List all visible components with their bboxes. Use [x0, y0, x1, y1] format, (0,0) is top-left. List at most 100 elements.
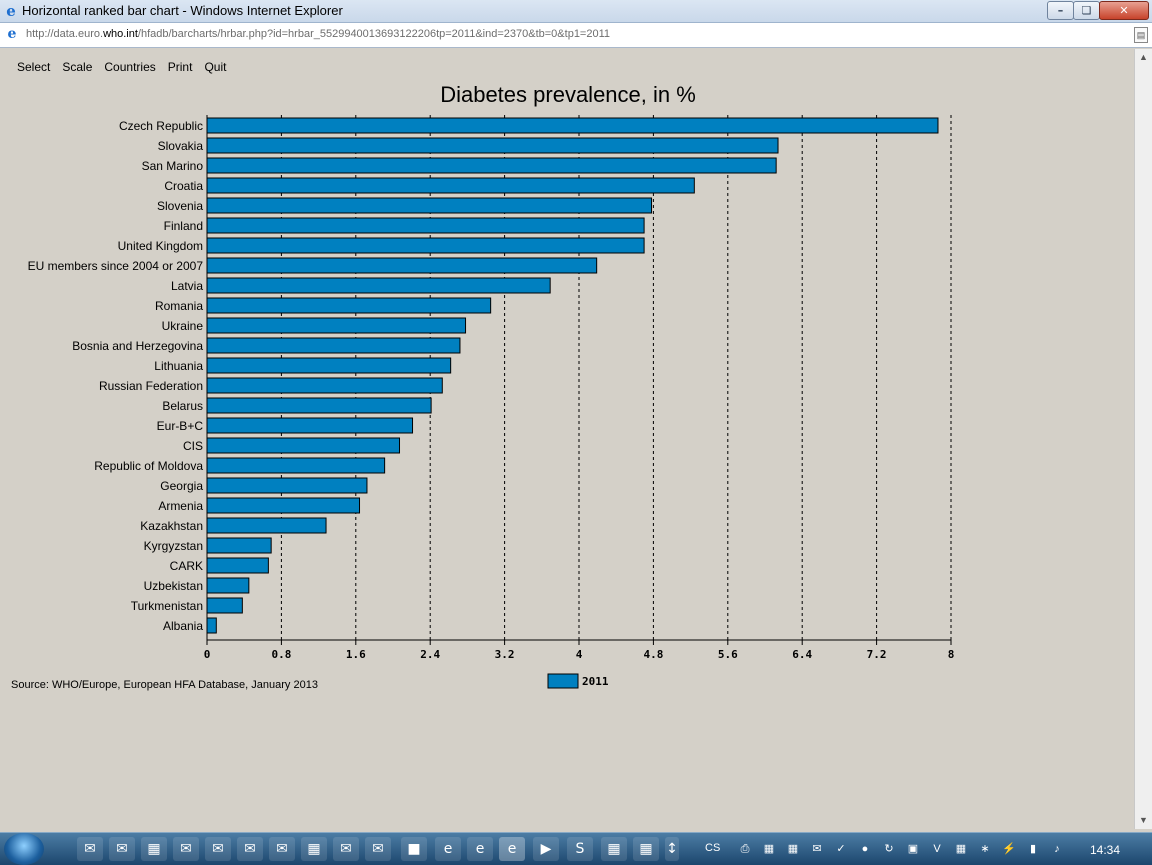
window-title: Horizontal ranked bar chart - Windows In… [22, 3, 343, 18]
signal-icon[interactable]: ▮ [1029, 843, 1037, 855]
scroll-down-arrow-icon[interactable]: ▼ [1139, 815, 1148, 825]
category-label: Czech Republic [119, 119, 203, 133]
internet-explorer-icon[interactable]: e [435, 837, 461, 861]
mail-icon[interactable]: ✉ [812, 843, 822, 855]
category-label: Uzbekistan [144, 579, 203, 593]
taskbar: ✉ ✉ ▦ ✉ ✉ ✉ ✉ ▦ ✉ ✉ ■ e e e ▶ S ▦ ▦ ↕ CS… [0, 832, 1152, 865]
bar [206, 357, 452, 374]
mail-icon[interactable]: ✉ [173, 837, 199, 861]
x-tick-label: 2.4 [420, 648, 440, 661]
volume-icon[interactable]: ♪ [1054, 843, 1060, 855]
category-label: Albania [163, 619, 203, 633]
start-button[interactable] [4, 833, 44, 865]
x-tick-label: 6.4 [792, 648, 812, 661]
bar [206, 297, 492, 314]
page-icon[interactable]: ▤ [1134, 27, 1148, 43]
category-label: Bosnia and Herzegovina [72, 339, 203, 353]
category-label: Eur-B+C [157, 419, 204, 433]
bar [206, 117, 939, 134]
taskbar-scroll-icon[interactable]: ↕ [665, 837, 679, 861]
menu-item-select[interactable]: Select [17, 60, 51, 74]
category-label: Kyrgyzstan [144, 539, 203, 553]
category-label: Republic of Moldova [94, 459, 203, 473]
category-label: Slovenia [157, 199, 203, 213]
tray-app-icon[interactable]: ▦ [787, 843, 799, 855]
menu-item-quit[interactable]: Quit [204, 60, 227, 74]
calendar-icon[interactable]: ▦ [301, 837, 327, 861]
mail-icon[interactable]: ✉ [237, 837, 263, 861]
category-label: Georgia [160, 479, 203, 493]
category-label: CIS [183, 439, 203, 453]
bar [206, 217, 645, 234]
category-label: Ukraine [162, 319, 204, 333]
internet-explorer-icon[interactable]: e [467, 837, 493, 861]
bar [206, 577, 250, 594]
window-title-bar[interactable]: e Horizontal ranked bar chart - Windows … [0, 0, 1152, 23]
media-player-icon[interactable]: ▶ [533, 837, 559, 861]
close-button[interactable]: ✕ [1099, 1, 1149, 20]
bar [206, 557, 269, 574]
category-label: CARK [170, 559, 203, 573]
url-text[interactable]: http://data.euro.who.int/hfadb/barcharts… [26, 28, 611, 40]
category-label: Finland [164, 219, 203, 233]
network-icon[interactable]: ▦ [141, 837, 167, 861]
category-label: Armenia [158, 499, 203, 513]
folder-icon[interactable]: ■ [401, 837, 427, 861]
bar [206, 457, 386, 474]
category-label: Russian Federation [99, 379, 203, 393]
mail-icon[interactable]: ✉ [205, 837, 231, 861]
check-icon[interactable]: ✓ [836, 843, 846, 855]
x-tick-label: 8 [948, 648, 955, 661]
antivirus-icon[interactable]: V [933, 843, 941, 855]
bar [206, 337, 461, 354]
internet-explorer-icon: e [6, 2, 16, 20]
tray-app-icon[interactable]: ▦ [955, 843, 967, 855]
bar [206, 237, 645, 254]
mail-icon[interactable]: ✉ [333, 837, 359, 861]
category-label: Romania [155, 299, 203, 313]
chart-menu: Select Scale Countries Print Quit [17, 60, 238, 74]
pdf-icon[interactable]: ▦ [633, 837, 659, 861]
clock[interactable]: 14:34 [1090, 843, 1121, 857]
bar [206, 617, 217, 634]
menu-item-countries[interactable]: Countries [104, 60, 156, 74]
bar [206, 437, 401, 454]
bar [206, 197, 653, 214]
scroll-up-arrow-icon[interactable]: ▲ [1139, 52, 1148, 62]
bar [206, 317, 467, 334]
bar-chart: Czech Republic Slovakia San Marino Croatia S… [28, 115, 955, 689]
x-tick-label: 4.8 [643, 648, 663, 661]
printer-icon[interactable]: ⎙ [740, 843, 750, 855]
category-label: Belarus [162, 399, 203, 413]
bluetooth-icon[interactable]: ∗ [980, 843, 990, 855]
menu-item-scale[interactable]: Scale [62, 60, 93, 74]
bar [206, 397, 432, 414]
address-bar[interactable]: e http://data.euro.who.int/hfadb/barchar… [0, 23, 1152, 48]
menu-item-print[interactable]: Print [167, 60, 193, 74]
bar [206, 497, 361, 514]
bar [206, 517, 327, 534]
power-icon[interactable]: ⚡ [1002, 843, 1016, 855]
bar [206, 257, 598, 274]
language-indicator[interactable]: CS [705, 842, 721, 854]
category-label: Slovakia [158, 139, 204, 153]
bar [206, 177, 695, 194]
category-label: Turkmenistan [131, 599, 203, 613]
mail-icon[interactable]: ✉ [109, 837, 135, 861]
tray-app-icon[interactable]: ▦ [763, 843, 775, 855]
skype-icon[interactable]: S [567, 837, 593, 861]
mail-icon[interactable]: ✉ [365, 837, 391, 861]
x-tick-label: 4 [576, 648, 583, 661]
maximize-button[interactable]: ❏ [1073, 1, 1100, 20]
chart-title: Diabetes prevalence, in % [440, 82, 696, 107]
monitor-icon[interactable]: ▣ [907, 843, 919, 855]
category-label: Latvia [171, 279, 203, 293]
internet-explorer-icon[interactable]: e [499, 837, 525, 861]
sync-icon[interactable]: ↻ [884, 843, 894, 855]
mail-icon[interactable]: ✉ [269, 837, 295, 861]
pdf-icon[interactable]: ▦ [601, 837, 627, 861]
bar [206, 377, 443, 394]
mail-icon[interactable]: ✉ [77, 837, 103, 861]
vertical-scrollbar[interactable]: ▲ ▼ [1134, 49, 1152, 829]
tray-app-icon[interactable]: ● [861, 843, 869, 855]
